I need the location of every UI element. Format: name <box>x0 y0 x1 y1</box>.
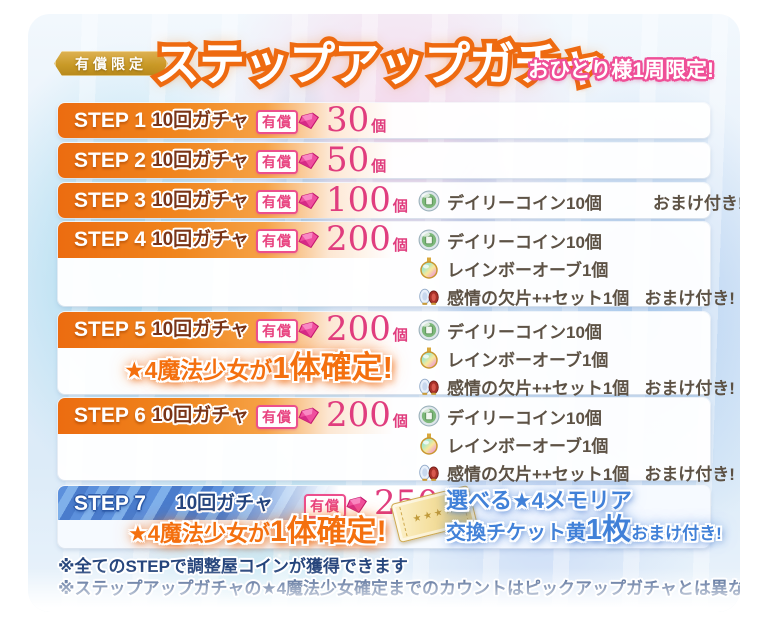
paid-gem-icon <box>298 112 320 130</box>
emotion-fragment-icon <box>419 464 439 481</box>
rainbow-orb-icon <box>420 257 438 279</box>
step-row-6: STEP 6 10回ガチャ 有償 200 個 デイリーコイン10個 レインボーオー… <box>58 395 735 484</box>
omake-label: おまけ付き! <box>644 464 735 484</box>
bonus-item: デイリーコイン10個 <box>418 403 735 429</box>
bonus-label: デイリーコイン10個 <box>447 232 602 252</box>
bonus-label: 感情の欠片++セット1個 <box>447 378 630 398</box>
bonus-item: 感情の欠片++セット1個 おまけ付き! <box>418 459 735 485</box>
step-row-1: STEP 1 10回ガチャ 有償 30 個 <box>58 103 710 138</box>
omake-label: おまけ付き! <box>644 378 735 398</box>
step-name: STEP 5 <box>74 318 146 341</box>
bonus-list: デイリーコイン10個 レインボーオーブ1個 感情の欠片++セット1個 おまけ付き… <box>418 317 735 399</box>
step-name: STEP 4 <box>74 228 146 251</box>
gacha-type-label: 10回ガチャ <box>152 405 249 426</box>
daily-coin-icon <box>418 190 440 212</box>
bottom-fade <box>28 568 740 612</box>
omake-label: おまけ付き! <box>652 193 740 213</box>
bonus-item: デイリーコイン10個 <box>418 317 735 343</box>
step-name: STEP 2 <box>74 149 146 172</box>
step-row-2: STEP 2 10回ガチャ 有償 50 個 <box>58 143 710 178</box>
step-name: STEP 3 <box>74 189 146 212</box>
cost: 200 個 <box>326 219 408 259</box>
emotion-fragment-icon <box>419 378 439 395</box>
paid-badge: 有償 <box>256 150 298 174</box>
gacha-type-label: 10回ガチャ <box>152 150 249 171</box>
gacha-type-label: 10回ガチャ <box>152 110 249 131</box>
memoria-ticket-bonus-text: 選べる★4メモリア 交換チケット黄1枚おまけ付き! <box>446 487 722 551</box>
paid-badge: 有償 <box>304 494 346 518</box>
step-row-4: STEP 4 10回ガチャ 有償 200 個 デイリーコイン10個 レインボーオー… <box>58 219 735 308</box>
bonus-list: デイリーコイン10個 レインボーオーブ1個 感情の欠片++セット1個 おまけ付き… <box>418 403 735 485</box>
paid-badge: 有償 <box>256 190 298 214</box>
emotion-fragment-icon <box>419 288 439 305</box>
bonus-label: レインボーオーブ1個 <box>447 260 609 280</box>
paid-badge: 有償 <box>256 229 298 253</box>
bonus-item: 感情の欠片++セット1個 おまけ付き! <box>418 373 735 399</box>
paid-gem-icon <box>298 152 320 170</box>
daily-coin-icon <box>418 405 440 427</box>
bonus-list: デイリーコイン10個 おまけ付き! <box>418 183 740 219</box>
step-label-strip <box>58 486 450 520</box>
star4-guarantee-text: ★4魔法少女が1体確定! <box>124 350 393 385</box>
bonus-item: 感情の欠片++セット1個 おまけ付き! <box>418 283 735 309</box>
step-row-7: STEP 7 10回ガチャ 有償 250個 ★4魔法少女が1体確定! ★★★★ … <box>58 484 722 548</box>
daily-coin-icon <box>418 229 440 251</box>
bonus-item: レインボーオーブ1個 <box>418 255 735 281</box>
bonus-label: 感情の欠片++セット1個 <box>447 464 630 484</box>
stepup-gacha-banner[interactable]: 有償限定 ステップアップガチャ ステップアップガチャ おひとり様1周限定! ST… <box>28 14 740 612</box>
paid-gem-icon <box>346 496 368 514</box>
memoria-line2: 交換チケット黄1枚おまけ付き! <box>446 514 722 546</box>
gacha-type-label: 10回ガチャ <box>152 319 249 340</box>
cost: 50 個 <box>326 140 387 180</box>
gacha-type-label: 10回ガチャ <box>152 229 249 250</box>
bonus-item: レインボーオーブ1個 <box>418 345 735 371</box>
bonus-label: レインボーオーブ1個 <box>447 350 609 370</box>
paid-badge: 有償 <box>256 405 298 429</box>
bonus-label: 感情の欠片++セット1個 <box>447 288 630 308</box>
step-row-5: STEP 5 10回ガチャ 有償 200 個 ★4魔法少女が1体確定! デイリーコ… <box>58 309 735 398</box>
paid-gem-icon <box>298 407 320 425</box>
star4-guarantee-text: ★4魔法少女が1体確定! <box>128 515 387 548</box>
bonus-label: デイリーコイン10個 <box>447 322 602 342</box>
paid-gem-icon <box>298 231 320 249</box>
step-name: STEP 6 <box>74 404 146 427</box>
bonus-item: デイリーコイン10個 <box>418 227 735 253</box>
gacha-type-label: 10回ガチャ <box>152 190 249 211</box>
cost: 200 個 <box>326 309 408 349</box>
step-row-3: STEP 3 10回ガチャ 有償 100 個 デイリーコイン10個 おまけ付き! <box>58 183 740 218</box>
cost: 30 個 <box>326 100 387 140</box>
bonus-label: レインボーオーブ1個 <box>447 436 609 456</box>
step-name: STEP 1 <box>74 109 146 132</box>
paid-badge: 有償 <box>256 319 298 343</box>
step-name: STEP 7 <box>74 492 146 515</box>
sparkle-dots <box>28 14 31 17</box>
paid-gem-icon <box>298 192 320 210</box>
rainbow-orb-icon <box>420 433 438 455</box>
limit-note: おひとり様1周限定! <box>527 59 714 82</box>
paid-only-badge: 有償限定 <box>54 51 168 76</box>
paid-badge: 有償 <box>256 110 298 134</box>
daily-coin-icon <box>418 319 440 341</box>
gacha-type-label: 10回ガチャ <box>176 493 273 514</box>
rainbow-orb-icon <box>420 347 438 369</box>
bonus-label: デイリーコイン10個 <box>447 193 602 213</box>
paid-only-badge-label: 有償限定 <box>75 55 147 72</box>
paid-gem-icon <box>298 321 320 339</box>
bonus-item: レインボーオーブ1個 <box>418 431 735 457</box>
omake-label: おまけ付き! <box>644 288 735 308</box>
memoria-line1: 選べる★4メモリア <box>446 488 632 513</box>
cost: 100 個 <box>326 180 408 220</box>
bonus-list: デイリーコイン10個 レインボーオーブ1個 感情の欠片++セット1個 おまけ付き… <box>418 227 735 309</box>
cost: 200 個 <box>326 395 408 435</box>
bonus-label: デイリーコイン10個 <box>447 408 602 428</box>
